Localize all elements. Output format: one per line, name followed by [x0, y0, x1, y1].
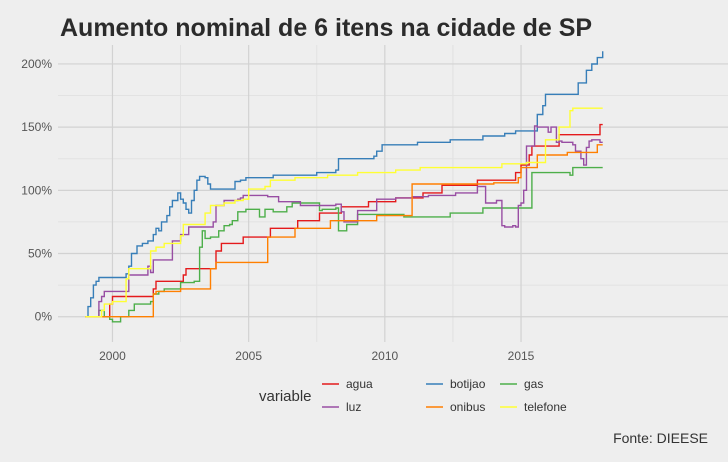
y-tick-label: 200%: [21, 57, 52, 71]
plot-panel: [58, 45, 728, 342]
legend-label-gas: gas: [524, 377, 543, 391]
legend-title: variable: [259, 388, 312, 405]
legend-label-onibus: onibus: [450, 400, 485, 414]
y-tick-label: 50%: [28, 247, 52, 261]
x-tick-label: 2010: [371, 349, 398, 363]
y-tick-label: 0%: [35, 310, 53, 324]
x-tick-label: 2000: [99, 349, 126, 363]
x-tick-label: 2015: [508, 349, 535, 363]
legend-label-telefone: telefone: [524, 400, 567, 414]
x-tick-label: 2005: [235, 349, 262, 363]
series-line-gas: [85, 166, 603, 323]
legend-label-luz: luz: [346, 400, 361, 414]
y-tick-label: 100%: [21, 183, 52, 197]
series-line-agua: [85, 123, 603, 318]
y-tick-label: 150%: [21, 120, 52, 134]
legend-label-agua: agua: [346, 377, 373, 391]
series-line-onibus: [85, 144, 603, 318]
chart-title: Aumento nominal de 6 itens na cidade de …: [60, 14, 593, 42]
series-line-botijao: [85, 51, 604, 318]
legend-label-botijao: botijao: [450, 377, 486, 391]
chart-caption: Fonte: DIEESE: [613, 430, 708, 446]
series-line-telefone: [85, 107, 603, 318]
